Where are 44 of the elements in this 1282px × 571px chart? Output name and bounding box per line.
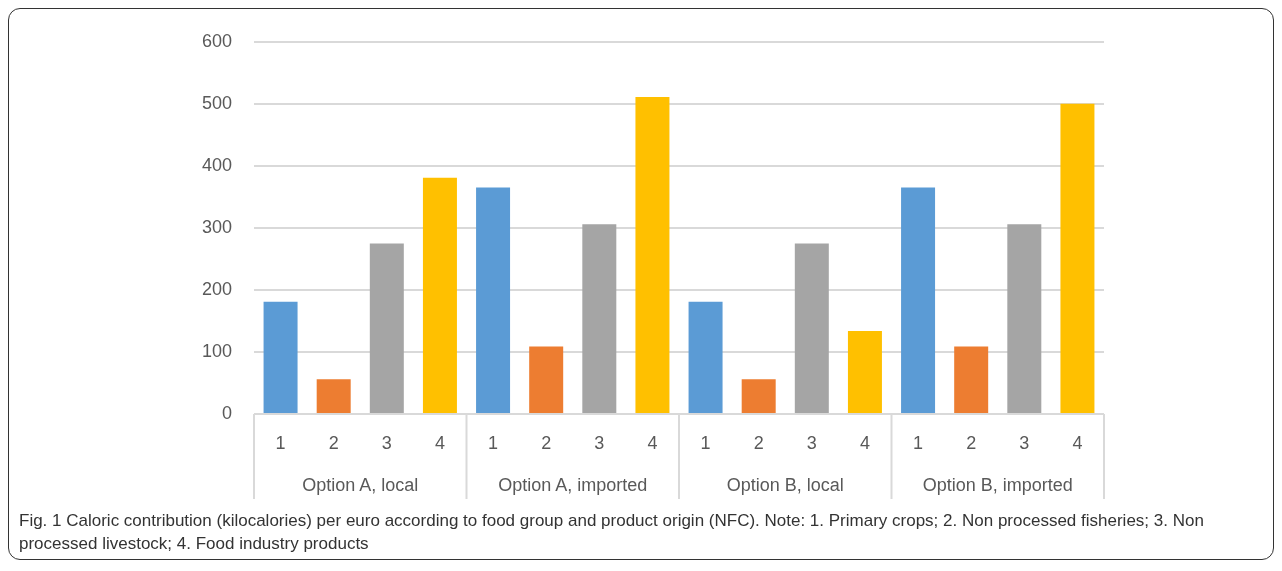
- bar: [954, 346, 989, 413]
- x-tick-label: Option A, local: [302, 474, 419, 495]
- bar: [635, 97, 670, 413]
- bar: [529, 346, 564, 413]
- y-tick-label: 500: [201, 92, 232, 113]
- x-tick-label: Option A, imported: [498, 474, 648, 495]
- text: 4: [647, 432, 658, 453]
- y-tick-label: 100: [201, 340, 232, 361]
- bar: [901, 187, 936, 413]
- text: 3: [1019, 432, 1030, 453]
- bar: [1060, 103, 1095, 413]
- series-label: 2: [328, 432, 339, 453]
- bar: [794, 243, 829, 413]
- text: 1: [913, 432, 924, 453]
- bar: [741, 379, 776, 413]
- bar: [422, 177, 457, 413]
- y-tick-label: 600: [201, 30, 232, 51]
- text: 3: [594, 432, 605, 453]
- bar: [582, 224, 617, 413]
- x-tick-label: Option B, imported: [922, 474, 1073, 495]
- x-tick-label: Option B, local: [726, 474, 844, 495]
- bar: [263, 301, 298, 413]
- bar: [316, 379, 351, 413]
- text: 3: [806, 432, 817, 453]
- text: 1: [700, 432, 711, 453]
- text: 1: [488, 432, 499, 453]
- y-tick-label: 400: [201, 154, 232, 175]
- text: 4: [1072, 432, 1083, 453]
- text: 2: [753, 432, 764, 453]
- y-tick-label: 200: [201, 278, 232, 299]
- bar: [369, 243, 404, 413]
- text: 4: [859, 432, 870, 453]
- caption: Fig. 1 Caloric contribution (kilocalories) per euro according to food group and product origin (NFC). Note: 1. Primary crops; 2. Non processed fisheries; 3. Non processed livestock; 4. Food industry products: [18, 510, 1205, 555]
- text: 2: [541, 432, 552, 453]
- series-label: 1: [275, 432, 286, 453]
- bar: [1007, 224, 1042, 413]
- bar: [688, 301, 723, 413]
- y-tick-label: 0: [221, 402, 232, 423]
- bar: [847, 330, 882, 413]
- bar: [476, 187, 511, 413]
- y-tick-label: 300: [201, 216, 232, 237]
- series-label: 3: [381, 432, 392, 453]
- series-label: 4: [434, 432, 445, 453]
- text: 2: [966, 432, 977, 453]
